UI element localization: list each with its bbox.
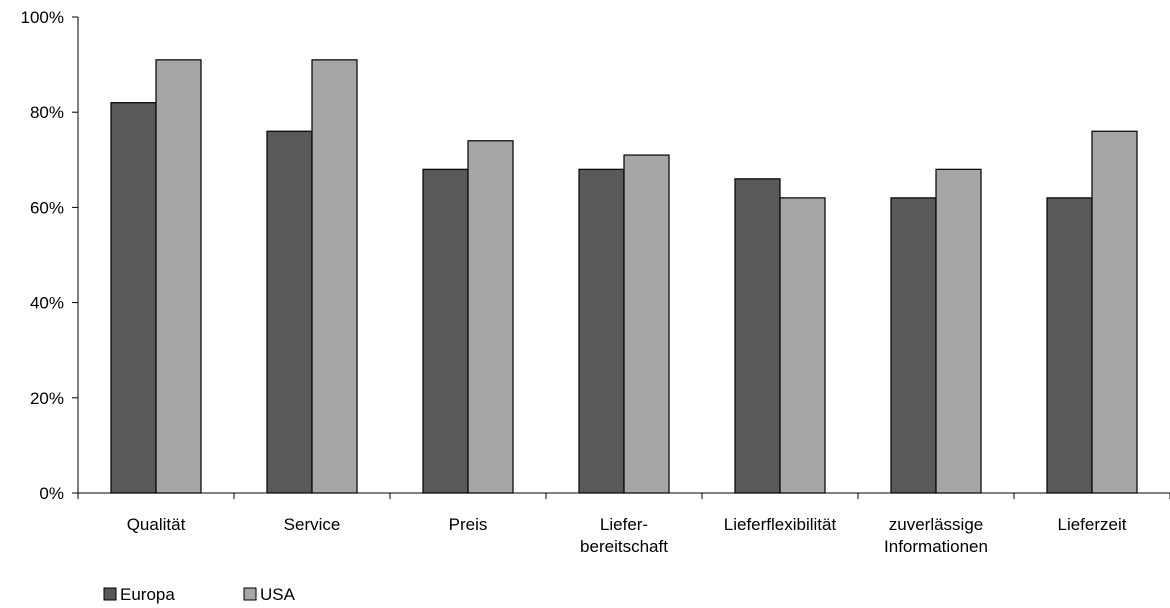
y-tick-label: 100% [21,8,64,27]
y-tick-label: 80% [30,103,64,122]
y-tick-label: 40% [30,294,64,313]
x-category-label: zuverlässige [889,515,984,534]
bar-europa-3 [578,168,625,494]
bar-usa-0 [155,59,202,494]
legend-label-europa: Europa [120,585,175,604]
bar-europa-0 [110,102,157,494]
bar-usa-6 [1091,130,1138,494]
bar-europa-1 [266,130,313,494]
legend-swatch-usa [243,587,257,601]
bar-usa-5 [935,168,982,494]
x-category-label: Qualität [127,515,186,534]
bar-europa-5 [890,197,937,494]
x-category-label: Informationen [884,537,988,556]
bar-europa-2 [422,168,469,494]
x-category-label: Preis [449,515,488,534]
chart-bars [110,59,1138,494]
x-category-label: Liefer- [600,515,648,534]
x-category-label: bereitschaft [580,537,668,556]
x-category-label: Lieferflexibilität [724,515,837,534]
chart-labels: 0% 20% 40% 60% 80% 100% Qualität Service Preis Li… [21,8,1127,556]
bar-usa-1 [311,59,358,494]
x-category-label: Lieferzeit [1058,515,1127,534]
y-tick-label: 60% [30,198,64,217]
bar-usa-3 [623,154,670,494]
legend-swatch-europa [103,587,117,601]
x-category-label: Service [284,515,341,534]
bar-europa-6 [1046,197,1093,494]
bar-usa-4 [779,197,826,494]
bar-usa-2 [467,140,514,494]
bar-europa-4 [734,178,781,494]
y-tick-label: 0% [39,484,64,503]
y-tick-label: 20% [30,389,64,408]
legend-label-usa: USA [260,585,296,604]
chart-legend: Europa USA [103,585,296,604]
